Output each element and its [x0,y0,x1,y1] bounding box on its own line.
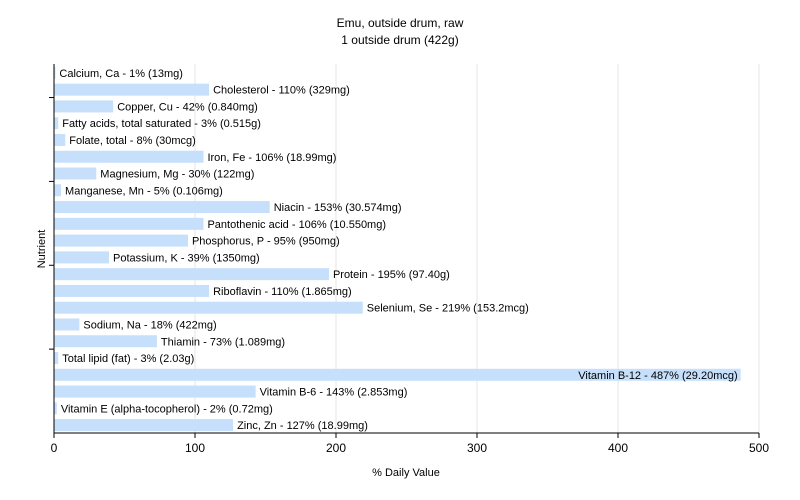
bar [54,83,210,96]
bar [54,201,270,214]
bar [54,385,256,398]
bar-label: Niacin - 153% (30.574mg) [274,202,402,214]
bar-label: Vitamin B-12 - 487% (29.20mcg) [578,370,737,382]
bar-label: Magnesium, Mg - 30% (122mg) [100,169,254,181]
bar-label: Phosphorus, P - 95% (950mg) [192,236,340,248]
bar [54,268,329,281]
chart-title: Emu, outside drum, raw [337,16,464,30]
bar [54,117,59,130]
bar-label: Cholesterol - 110% (329mg) [213,85,350,97]
bar [54,284,210,297]
x-tick-label: 500 [749,441,769,455]
y-axis-title: Nutrient [36,230,48,269]
bar-label: Iron, Fe - 106% (18.99mg) [207,152,336,164]
bar [54,100,114,113]
bar-label: Fatty acids, total saturated - 3% (0.515… [62,118,261,130]
bar-label: Calcium, Ca - 1% (13mg) [59,68,182,80]
bar [54,352,59,365]
axes [49,64,759,434]
bar [54,419,234,432]
bar [54,167,97,180]
bars: Calcium, Ca - 1% (13mg) Cholesterol - 110… [54,66,741,432]
bar [54,251,109,264]
bar [54,217,204,230]
bar-label: Riboflavin - 110% (1.865mg) [213,286,352,298]
bar-label: Total lipid (fat) - 3% (2.03g) [62,353,194,365]
x-tick-label: 200 [326,441,346,455]
bar [54,318,80,331]
x-tick-label: 300 [467,441,487,455]
bar-label: Folate, total - 8% (30mcg) [69,135,196,147]
x-tick-label: 100 [185,441,205,455]
bar-label: Sodium, Na - 18% (422mg) [83,319,216,331]
x-tick-label: 400 [608,441,628,455]
bar-label: Zinc, Zn - 127% (18.99mg) [237,420,368,432]
bar [54,368,741,381]
bar-label: Vitamin E (alpha-tocopherol) - 2% (0.72m… [61,403,273,415]
bar-label: Pantothenic acid - 106% (10.550mg) [207,219,386,231]
chart-subtitle: 1 outside drum (422g) [341,33,458,47]
bar [54,150,204,163]
bar-label: Manganese, Mn - 5% (0.106mg) [65,185,223,197]
x-axis-title: % Daily Value [372,467,440,479]
bar [54,301,363,314]
bar-label: Selenium, Se - 219% (153.2mcg) [367,303,529,315]
x-tick-label: 0 [51,441,58,455]
bar [54,402,57,415]
bar [54,234,188,247]
bar-label: Copper, Cu - 42% (0.840mg) [117,101,258,113]
bar [54,184,62,197]
x-ticks: 0 100 200 300 400 500 [51,433,769,455]
bar [54,133,66,146]
bar-label: Thiamin - 73% (1.089mg) [161,336,285,348]
bar [54,66,56,79]
bar [54,335,157,348]
bar-label: Protein - 195% (97.40g) [333,269,450,281]
bar-label: Potassium, K - 39% (1350mg) [113,252,260,264]
bar-label: Vitamin B-6 - 143% (2.853mg) [260,387,408,399]
